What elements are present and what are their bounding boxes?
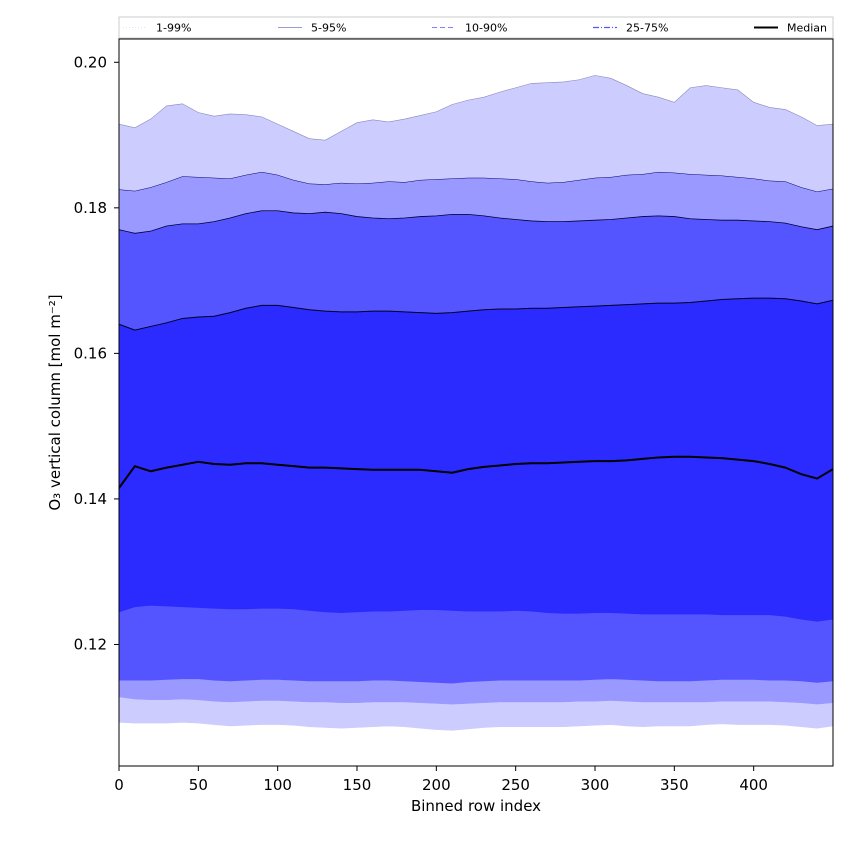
band-edge-upper-25-75-: [119, 297, 833, 331]
x-axis-label: Binned row index: [411, 797, 541, 815]
x-tick-label: 50: [189, 776, 208, 794]
x-tick-label: 0: [114, 776, 124, 794]
legend-label-5-95-: 5-95%: [311, 22, 346, 35]
legend: 1-99% 5-95% 10-90% 25-75% Median: [118, 16, 834, 39]
line-layer: [119, 75, 833, 731]
band-25-75-: [119, 298, 833, 622]
band-edge-upper-10-90-: [119, 210, 833, 234]
x-tick-label: 100: [263, 776, 292, 794]
x-tick-label: 400: [739, 776, 768, 794]
x-tick-label: 300: [581, 776, 610, 794]
legend-label-25-75-: 25-75%: [626, 22, 668, 35]
y-tick-label: 0.14: [74, 490, 107, 508]
y-tick-label: 0.18: [74, 199, 107, 217]
x-tick-label: 200: [422, 776, 451, 794]
band-edge-lower-10-90-: [119, 678, 833, 684]
band-layer: [119, 75, 833, 731]
x-tick-label: 350: [660, 776, 689, 794]
band-edge-upper-5-95-: [119, 171, 833, 193]
band-edge-lower-1-99-: [119, 722, 833, 731]
median-line: [119, 455, 833, 489]
x-ticks: 0 50 100 150 200 250 300 350 400: [114, 766, 768, 794]
legend-box: [118, 16, 834, 39]
legend-label-10-90-: 10-90%: [465, 22, 507, 35]
y-axis-label: O₃ vertical column [mol m⁻²]: [46, 294, 64, 510]
band-edge-lower-25-75-: [119, 604, 833, 622]
y-tick-label: 0.16: [74, 344, 107, 362]
y-tick-label: 0.20: [74, 53, 107, 71]
legend-label-median: Median: [787, 22, 827, 35]
plot-frame: [118, 38, 834, 767]
x-tick-label: 150: [343, 776, 372, 794]
legend-label-1-99-: 1-99%: [156, 22, 191, 35]
band-edge-upper-1-99-: [119, 75, 833, 141]
y-ticks: 0.12 0.14 0.16 0.18 0.20: [74, 53, 119, 653]
y-tick-label: 0.12: [74, 635, 107, 653]
x-tick-label: 250: [501, 776, 530, 794]
band-edge-lower-5-95-: [119, 696, 833, 705]
